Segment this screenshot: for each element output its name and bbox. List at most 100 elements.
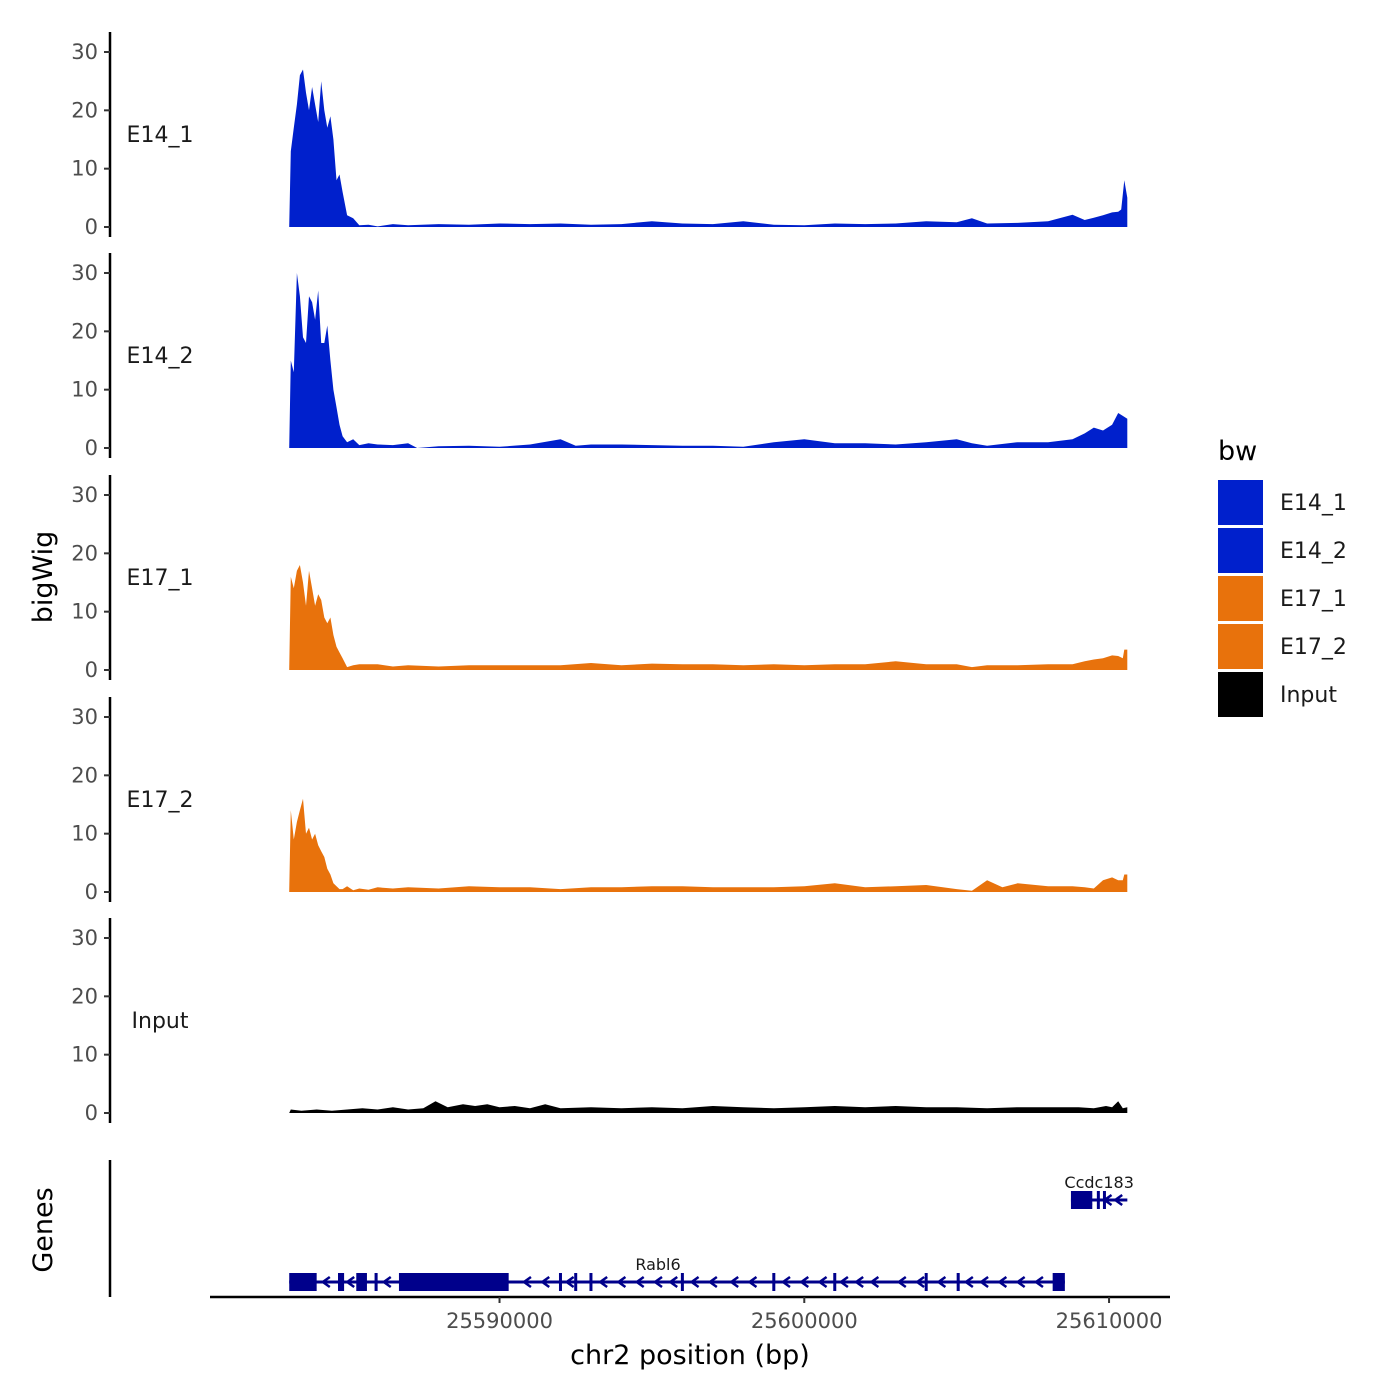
y-tick-label: 20 [71, 984, 98, 1008]
legend-swatch [1218, 528, 1263, 573]
gene-strand-arrow [869, 1275, 880, 1289]
y-tick-label: 0 [85, 880, 98, 904]
coverage-tracks: 0 10 20 30 E14_1 0 10 20 30 E14_2 0 10 20 30 E17_1 0 10 2… [71, 32, 1128, 1125]
gene-exon [289, 1273, 317, 1291]
x-tick-label: 25600000 [751, 1309, 858, 1333]
gene-Ccdc183: Ccdc183 [1064, 1173, 1134, 1209]
gene-strand-arrow [634, 1275, 645, 1289]
x-tick-label: 25590000 [446, 1309, 553, 1333]
coverage-area-Input [289, 1101, 1128, 1113]
track-label: E17_2 [127, 788, 194, 813]
coverage-area-E14_1 [289, 69, 1128, 227]
gene-strand-arrow [668, 1275, 678, 1289]
gene-strand-arrow [799, 1275, 810, 1289]
track-label: E14_1 [127, 123, 194, 148]
gene-exon [374, 1273, 378, 1291]
gene-strand-arrow [616, 1275, 627, 1289]
gene-Rabl6: Rabl6 [289, 1255, 1065, 1291]
legend: bw E14_1 E14_2 E17_1 E17_2 Input [1218, 436, 1347, 717]
coverage-area-E17_2 [289, 798, 1128, 892]
gene-label: Ccdc183 [1064, 1173, 1133, 1192]
gene-strand-arrow [320, 1275, 331, 1289]
gene-strand-arrow [564, 1275, 575, 1289]
track-E17_1: 0 10 20 30 E17_1 [71, 475, 1128, 682]
y-tick-label: 10 [71, 822, 98, 846]
track-label: E17_1 [127, 566, 194, 591]
y-tick-label: 10 [71, 1043, 98, 1067]
y-axis-title: bigWig [28, 531, 59, 624]
gene-strand-arrow [597, 1275, 608, 1289]
gene-exon [956, 1273, 960, 1291]
gene-exon [356, 1273, 367, 1291]
gene-strand-arrow [689, 1275, 700, 1289]
legend-label: E17_1 [1280, 587, 1347, 612]
track-E17_2: 0 10 20 30 E17_2 [71, 697, 1128, 904]
y-tick-label: 20 [71, 98, 98, 122]
gene-strand-arrow [381, 1275, 392, 1289]
gene-strand-arrow [896, 1275, 907, 1289]
y-tick-label: 10 [71, 600, 98, 624]
gene-strand-arrow [1015, 1275, 1026, 1289]
gene-strand-arrow [1082, 1193, 1093, 1207]
legend-label: E14_1 [1280, 491, 1347, 516]
y-tick-label: 20 [71, 763, 98, 787]
track-Input: 0 10 20 30 Input [71, 918, 1128, 1125]
legend-swatch [1218, 672, 1263, 717]
track-label: E14_2 [127, 344, 194, 369]
gene-strand-arrow [1102, 1193, 1113, 1207]
legend-swatch [1218, 576, 1263, 621]
gene-exon [1096, 1191, 1100, 1209]
y-tick-label: 30 [71, 40, 98, 64]
y-tick-label: 20 [71, 541, 98, 565]
legend-label: E17_2 [1280, 635, 1347, 660]
gene-strand-arrow [838, 1275, 849, 1289]
y-tick-label: 0 [85, 1101, 98, 1125]
y-tick-label: 30 [71, 926, 98, 950]
track-E14_2: 0 10 20 30 E14_2 [71, 253, 1128, 460]
y-tick-label: 30 [71, 705, 98, 729]
x-axis-title: chr2 position (bp) [570, 1340, 810, 1371]
gene-strand-arrow [963, 1275, 974, 1289]
genes-axis-title: Genes [28, 1187, 59, 1272]
coverage-area-E14_2 [289, 273, 1128, 448]
gene-strand-arrow [540, 1275, 550, 1289]
legend-title: bw [1218, 436, 1257, 467]
y-tick-label: 0 [85, 436, 98, 460]
legend-label: Input [1280, 683, 1337, 708]
gene-strand-arrow [345, 1275, 355, 1289]
gene-strand-arrow [914, 1275, 925, 1289]
gene-strand-arrow [817, 1275, 828, 1289]
coverage-area-E17_1 [289, 565, 1128, 670]
gene-strand-arrow [1033, 1275, 1044, 1289]
legend-swatch [1218, 624, 1263, 669]
gene-exon [1070, 1191, 1093, 1209]
gene-strand-arrow [1113, 1193, 1123, 1207]
gene-exon [1052, 1273, 1065, 1291]
gene-track: Ccdc183 Rabl6 [108, 1160, 1134, 1297]
gene-label: Rabl6 [635, 1255, 680, 1274]
gene-strand-arrow [853, 1275, 864, 1289]
gene-strand-arrow [652, 1275, 663, 1289]
track-E14_1: 0 10 20 30 E14_1 [71, 32, 1128, 239]
gene-strand-arrow [747, 1275, 758, 1289]
gene-strand-arrow [707, 1275, 718, 1289]
y-tick-label: 10 [71, 378, 98, 402]
gene-strand-arrow [978, 1275, 989, 1289]
gene-exon [338, 1273, 345, 1291]
gene-strand-arrow [729, 1275, 739, 1289]
legend-swatch [1218, 480, 1263, 525]
gene-strand-arrow [521, 1275, 532, 1289]
track-label: Input [132, 1009, 189, 1034]
gene-strand-arrow [997, 1275, 1008, 1289]
x-axis: 25590000 25600000 25610000 [210, 1295, 1170, 1333]
gene-exon [398, 1273, 509, 1291]
legend-label: E14_2 [1280, 539, 1347, 564]
y-tick-label: 0 [85, 658, 98, 682]
y-tick-label: 0 [85, 215, 98, 239]
gene-strand-arrow [936, 1275, 947, 1289]
gene-strand-arrow [780, 1275, 791, 1289]
y-tick-label: 30 [71, 483, 98, 507]
y-tick-label: 30 [71, 261, 98, 285]
y-tick-label: 20 [71, 319, 98, 343]
